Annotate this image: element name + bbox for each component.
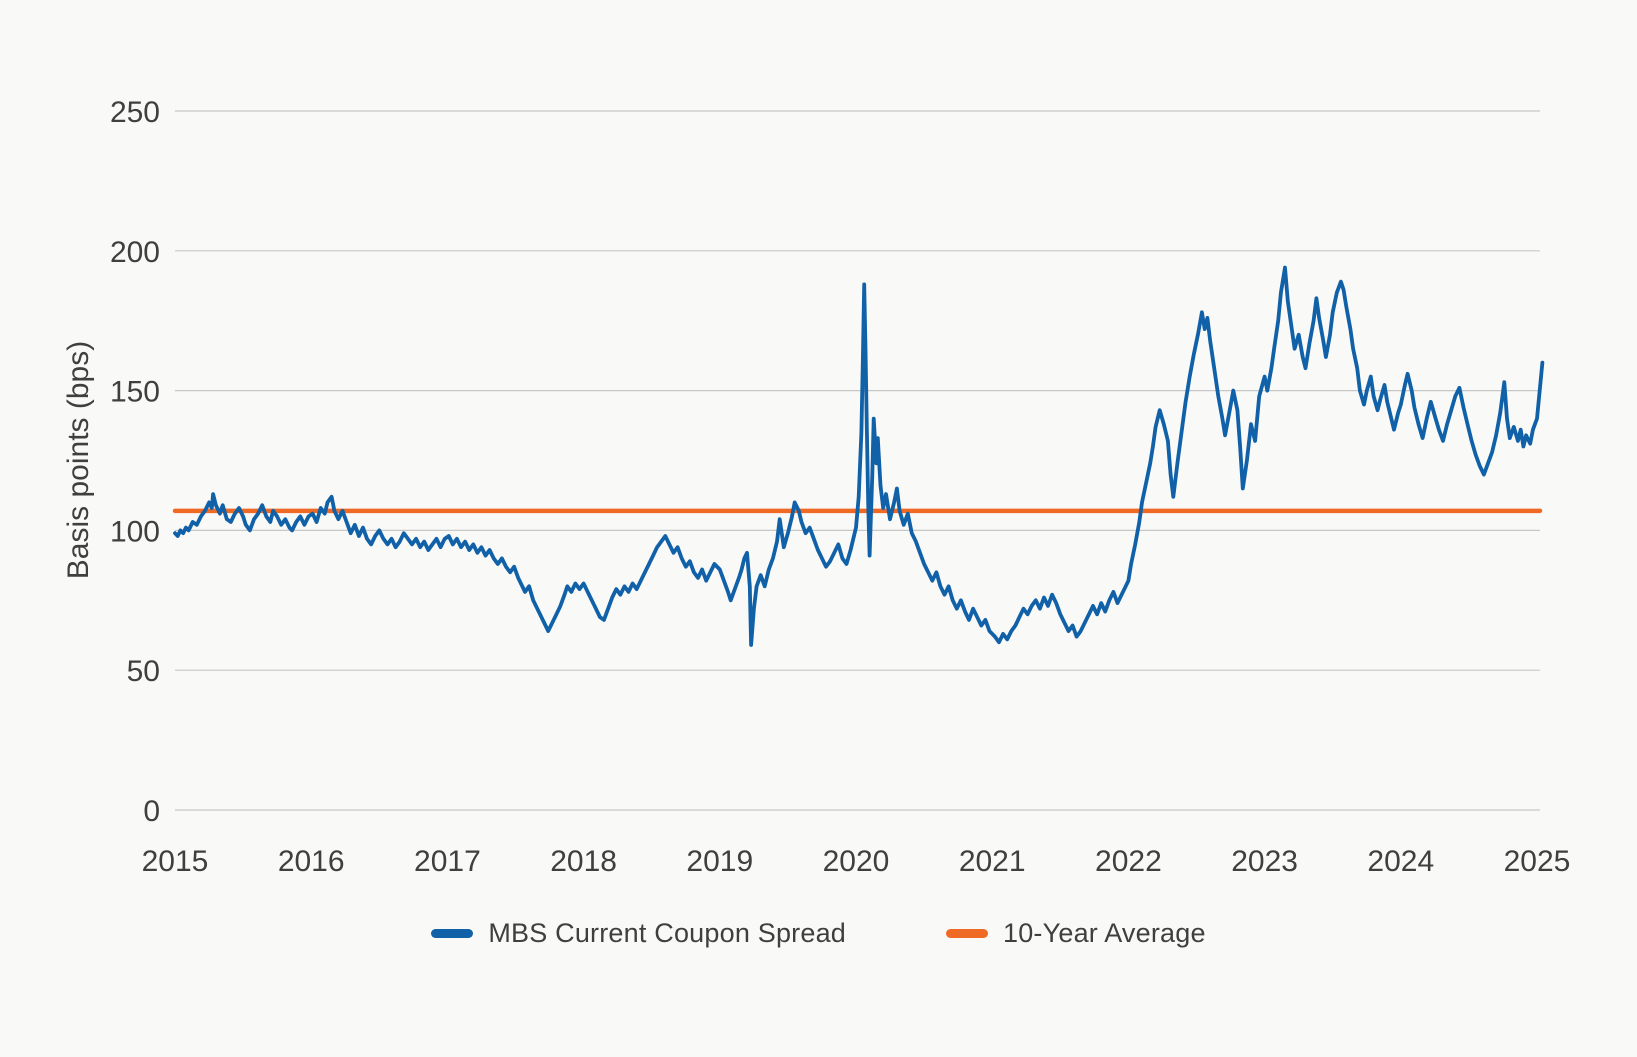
x-tick-label-2019: 2019 [686,845,753,878]
ten-year-average-line-swatch [946,929,988,938]
y-tick-label-100: 100 [110,515,160,548]
y-axis-tick-labels: 0 50 100 150 200 250 [110,96,160,828]
x-axis-tick-labels: 2015 2016 2017 2018 2019 2020 2021 2022 2023 2024… [142,845,1571,878]
x-tick-label-2022: 2022 [1095,845,1162,878]
x-tick-label-2018: 2018 [550,845,617,878]
x-tick-label-2021: 2021 [959,845,1026,878]
y-tick-label-250: 250 [110,96,160,129]
x-tick-label-2024: 2024 [1367,845,1434,878]
y-tick-label-0: 0 [143,795,160,828]
legend: MBS Current Coupon Spread 10-Year Averag… [0,918,1637,949]
x-tick-label-2017: 2017 [414,845,481,878]
y-axis-title: Basis points (bps) [62,341,95,579]
y-tick-label-200: 200 [110,236,160,269]
x-tick-label-2015: 2015 [142,845,209,878]
mbs-spread-line-swatch [431,929,474,938]
x-tick-label-2023: 2023 [1231,845,1298,878]
legend-item-ten-year-average: 10-Year Average [946,918,1206,949]
y-tick-label-50: 50 [127,655,160,688]
legend-item-mbs-spread: MBS Current Coupon Spread [431,918,846,949]
x-tick-label-2025: 2025 [1504,845,1571,878]
legend-label-mbs-spread: MBS Current Coupon Spread [488,918,846,948]
x-tick-label-2016: 2016 [278,845,345,878]
y-tick-label-150: 150 [110,376,160,409]
legend-label-ten-year-average: 10-Year Average [1003,918,1206,948]
mbs-spread-line [173,265,1545,647]
x-tick-label-2020: 2020 [823,845,890,878]
gridlines [175,110,1540,811]
